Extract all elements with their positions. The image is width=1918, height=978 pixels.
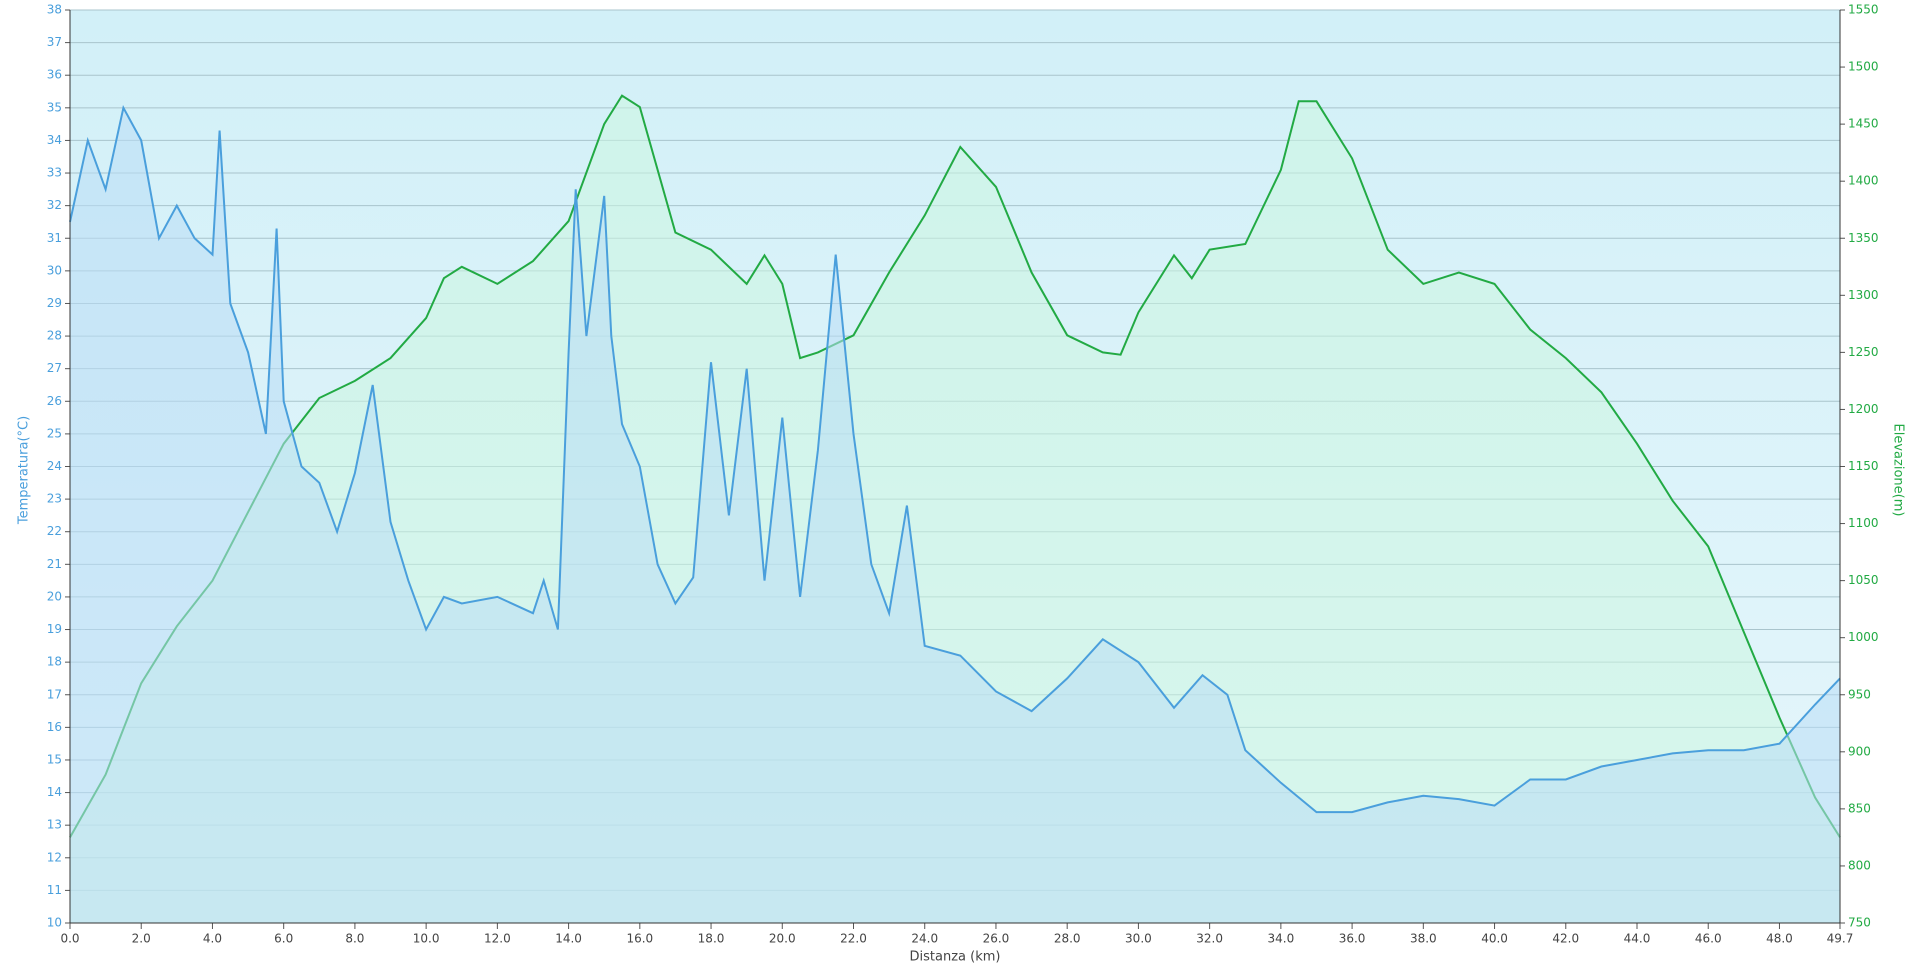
y-tick-label: 23 bbox=[47, 492, 62, 506]
x-tick-label: 49.7 bbox=[1827, 932, 1854, 946]
x-tick-label: 8.0 bbox=[345, 932, 364, 946]
y-tick-label: 24 bbox=[47, 459, 62, 473]
y-tick-label: 15 bbox=[47, 752, 62, 766]
x-tick-label: 40.0 bbox=[1481, 932, 1508, 946]
y2-tick-label: 950 bbox=[1848, 687, 1871, 701]
y2-tick-label: 800 bbox=[1848, 858, 1871, 872]
x-tick-label: 24.0 bbox=[911, 932, 938, 946]
area bbox=[70, 107, 1840, 924]
y-tick-label: 22 bbox=[47, 524, 62, 538]
y2-tick-label: 1350 bbox=[1848, 231, 1879, 245]
x-tick-label: 44.0 bbox=[1624, 932, 1651, 946]
y-tick-label: 31 bbox=[47, 231, 62, 245]
y-tick-label: 38 bbox=[47, 3, 62, 17]
y-tick-label: 37 bbox=[47, 35, 62, 49]
x-tick-label: 6.0 bbox=[274, 932, 293, 946]
y2-tick-label: 1550 bbox=[1848, 3, 1879, 17]
y2-tick-label: 1200 bbox=[1848, 402, 1879, 416]
y2-axis-label: Elevazione(m) bbox=[1891, 424, 1906, 517]
x-tick-label: 42.0 bbox=[1552, 932, 1579, 946]
x-tick-label: 16.0 bbox=[626, 932, 653, 946]
y-tick-label: 35 bbox=[47, 100, 62, 114]
y-tick-label: 28 bbox=[47, 329, 62, 343]
y-tick-label: 33 bbox=[47, 166, 62, 180]
x-tick-label: 46.0 bbox=[1695, 932, 1722, 946]
y2-tick-label: 1300 bbox=[1848, 288, 1879, 302]
x-tick-label: 0.0 bbox=[60, 932, 79, 946]
x-tick-label: 12.0 bbox=[484, 932, 511, 946]
y-tick-label: 12 bbox=[47, 850, 62, 864]
x-tick-label: 22.0 bbox=[840, 932, 867, 946]
x-tick-label: 48.0 bbox=[1766, 932, 1793, 946]
line bbox=[69, 104, 1841, 814]
y-tick-label: 34 bbox=[47, 133, 62, 147]
y2-tick-label: 1450 bbox=[1848, 117, 1879, 131]
x-tick-label: 38.0 bbox=[1410, 932, 1437, 946]
x-tick-label: 26.0 bbox=[983, 932, 1010, 946]
x-axis-label: Distanza (km) bbox=[910, 950, 1001, 965]
y-tick-label: 36 bbox=[47, 68, 62, 82]
y-tick-label: 29 bbox=[47, 296, 62, 310]
y2-tick-label: 1500 bbox=[1848, 60, 1879, 74]
y2-tick-label: 900 bbox=[1848, 744, 1871, 758]
y2-tick-label: 1400 bbox=[1848, 174, 1879, 188]
x-tick-label: 18.0 bbox=[698, 932, 725, 946]
y2-tick-label: 1000 bbox=[1848, 630, 1879, 644]
y2-tick-label: 1150 bbox=[1848, 459, 1879, 473]
y-tick-label: 14 bbox=[47, 785, 62, 799]
x-tick-label: 20.0 bbox=[769, 932, 796, 946]
y-axis-label: Temperatura(°C) bbox=[17, 416, 32, 525]
x-tick-label: 28.0 bbox=[1054, 932, 1081, 946]
x-tick-label: 36.0 bbox=[1339, 932, 1366, 946]
y-tick-label: 18 bbox=[47, 655, 62, 669]
y2-tick-label: 1250 bbox=[1848, 345, 1879, 359]
y-tick-label: 19 bbox=[47, 622, 62, 636]
line bbox=[69, 94, 1841, 838]
y-tick-label: 16 bbox=[47, 720, 62, 734]
x-tick-label: 32.0 bbox=[1196, 932, 1223, 946]
y-tick-label: 25 bbox=[47, 426, 62, 440]
x-tick-label: 14.0 bbox=[555, 932, 582, 946]
y-tick-label: 20 bbox=[47, 589, 62, 603]
x-tick-label: 30.0 bbox=[1125, 932, 1152, 946]
x-tick-label: 2.0 bbox=[132, 932, 151, 946]
y-tick-label: 27 bbox=[47, 361, 62, 375]
y2-tick-label: 750 bbox=[1848, 916, 1871, 930]
y-tick-label: 13 bbox=[47, 818, 62, 832]
x-tick-label: 34.0 bbox=[1268, 932, 1295, 946]
y-tick-label: 11 bbox=[47, 883, 62, 897]
y-tick-label: 30 bbox=[47, 263, 62, 277]
y2-tick-label: 1050 bbox=[1848, 573, 1879, 587]
y-tick-label: 10 bbox=[47, 916, 62, 930]
y-tick-label: 17 bbox=[47, 687, 62, 701]
x-tick-label: 4.0 bbox=[203, 932, 222, 946]
y-tick-label: 26 bbox=[47, 394, 62, 408]
y2-tick-label: 850 bbox=[1848, 801, 1871, 815]
x-tick-label: 10.0 bbox=[413, 932, 440, 946]
y-tick-label: 32 bbox=[47, 198, 62, 212]
y-tick-label: 21 bbox=[47, 557, 62, 571]
y2-tick-label: 1100 bbox=[1848, 516, 1879, 530]
